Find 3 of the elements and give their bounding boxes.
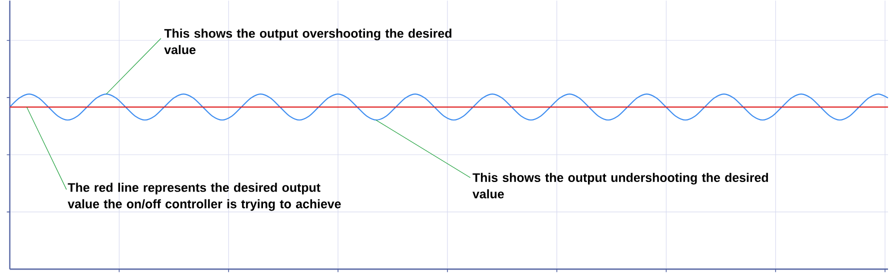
text: This shows the output overshooting the desired value	[164, 28, 452, 54]
annotation: This shows the output undershooting the desired value	[472, 172, 768, 198]
annotation: The red line represents the desired output value the on/off controller is trying to achieve	[68, 182, 341, 211]
